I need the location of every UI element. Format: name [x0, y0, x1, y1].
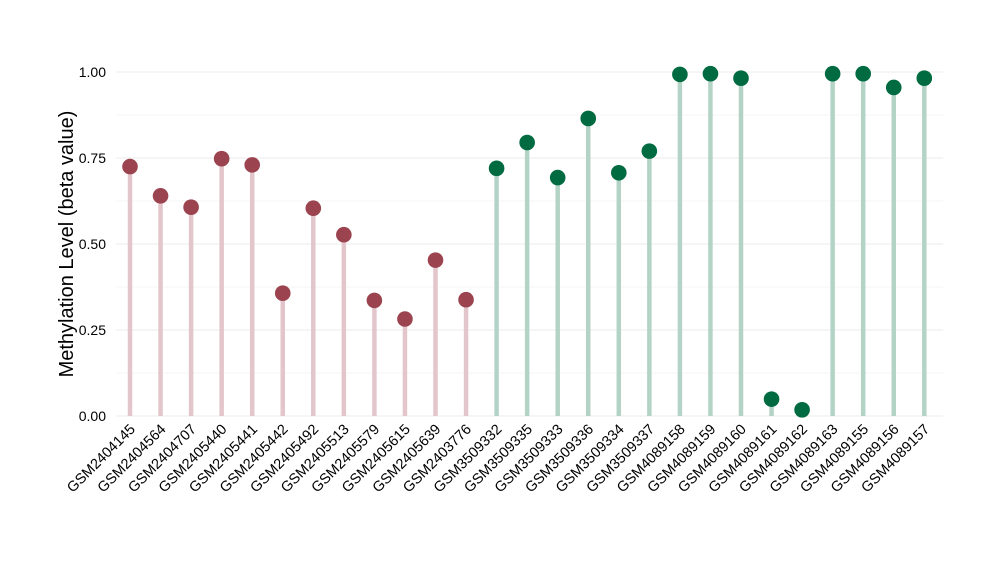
- lollipop-point: [336, 226, 352, 243]
- lollipop-point: [305, 200, 322, 217]
- lollipop-point: [916, 70, 933, 86]
- lollipop-point: [152, 188, 169, 204]
- y-tick-label: 0.50: [79, 236, 106, 252]
- y-tick-label: 0.75: [79, 150, 106, 166]
- lollipop-point: [213, 150, 230, 167]
- lollipop-point: [672, 66, 688, 83]
- lollipop-point: [611, 164, 627, 181]
- lollipop-point: [794, 402, 810, 418]
- y-axis-title: Methylation Level (beta value): [56, 111, 78, 378]
- lollipop-point: [702, 65, 719, 82]
- lollipop-point: [519, 134, 535, 151]
- lollipop-point: [763, 391, 780, 407]
- lollipop-point: [855, 65, 871, 82]
- y-tick-label: 0.25: [79, 322, 106, 338]
- lollipop-point: [122, 158, 138, 175]
- lollipop-point: [397, 311, 413, 327]
- y-tick-label: 1.00: [79, 64, 106, 80]
- lollipop-point: [183, 199, 199, 215]
- lollipop-point: [641, 143, 658, 159]
- y-axis-ticks: 0.00 0.25 0.50 0.75 1.00: [79, 64, 106, 424]
- lollipop-point: [885, 79, 902, 96]
- lollipop-point: [244, 157, 260, 173]
- lollipop-point: [427, 252, 444, 268]
- lollipop-points: [122, 65, 933, 418]
- lollipop-point: [549, 169, 566, 186]
- y-tick-label: 0.00: [79, 408, 106, 424]
- lollipop-stems: [127, 73, 927, 416]
- lollipop-point: [366, 292, 383, 309]
- lollipop-point: [580, 110, 597, 127]
- lollipop-point: [274, 285, 291, 301]
- lollipop-point: [733, 70, 749, 86]
- lollipop-point: [824, 65, 841, 82]
- lollipop-point: [488, 160, 505, 177]
- grid-lines: [116, 71, 943, 417]
- lollipop-point: [458, 291, 474, 308]
- x-axis-ticks: GSM2404145GSM2404564GSM2404707GSM2405440…: [64, 422, 933, 497]
